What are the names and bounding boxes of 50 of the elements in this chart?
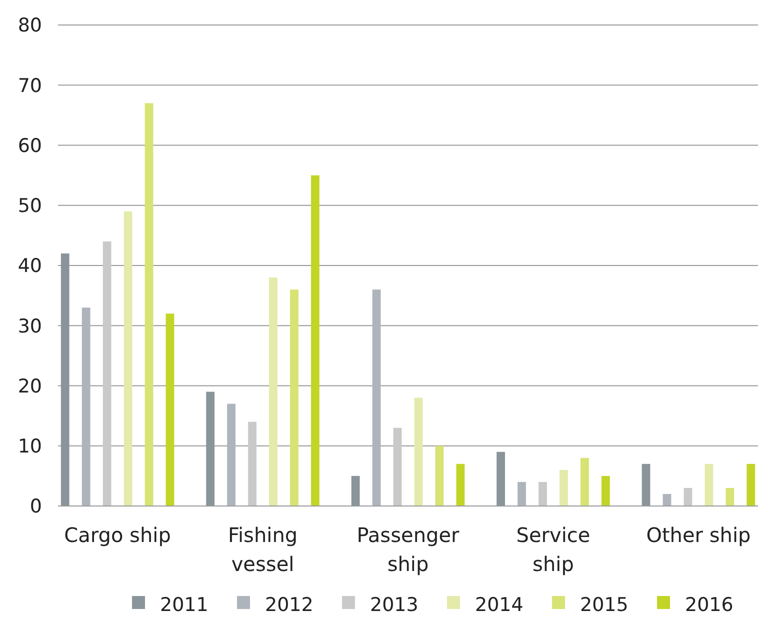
legend-label: 2014 — [475, 594, 524, 616]
x-tick-label: Cargo ship — [64, 523, 171, 547]
y-tick-label: 70 — [18, 74, 42, 97]
legend-label: 2012 — [265, 594, 314, 616]
bar — [60, 253, 70, 506]
bar — [662, 494, 672, 506]
y-tick-label: 30 — [18, 315, 42, 338]
x-tick-label: Other ship — [646, 523, 751, 547]
bar — [684, 488, 692, 506]
bar — [496, 452, 505, 506]
y-tick-label: 0 — [30, 496, 42, 518]
bar — [746, 464, 756, 506]
bar — [351, 476, 360, 506]
y-tick-label: 50 — [18, 195, 42, 218]
legend-label: 2011 — [160, 594, 208, 616]
x-tick-label: Passenger ship — [356, 523, 460, 576]
y-tick-label: 40 — [18, 255, 42, 278]
bar — [311, 175, 320, 506]
y-tick-label: 80 — [18, 14, 42, 37]
bar — [560, 470, 568, 506]
bar — [580, 458, 589, 506]
y-tick-label: 20 — [18, 375, 42, 398]
bar — [372, 290, 381, 506]
bar — [290, 290, 298, 506]
bar — [414, 398, 423, 506]
bar — [456, 464, 465, 506]
legend-label: 2016 — [685, 594, 734, 616]
legend-label: 2015 — [580, 594, 628, 616]
bar — [642, 464, 650, 506]
bar — [248, 422, 256, 506]
bar — [166, 314, 174, 506]
bar — [601, 476, 610, 506]
y-tick-label: 10 — [18, 436, 42, 458]
y-tick-label: 60 — [18, 134, 42, 157]
bar — [206, 392, 215, 506]
bar — [435, 446, 444, 506]
bar — [269, 278, 278, 506]
bar — [538, 482, 547, 506]
x-tick-label: Fishing vessel — [228, 523, 298, 576]
bar — [518, 482, 526, 506]
bar — [227, 404, 236, 506]
bar — [704, 464, 714, 506]
bar — [124, 211, 132, 506]
bar — [144, 103, 154, 506]
x-tick-label: Service ship — [516, 523, 590, 576]
legend-label: 2013 — [370, 594, 418, 616]
bar — [726, 488, 734, 506]
bar — [102, 241, 112, 506]
bar — [82, 308, 90, 506]
bar — [393, 428, 402, 506]
